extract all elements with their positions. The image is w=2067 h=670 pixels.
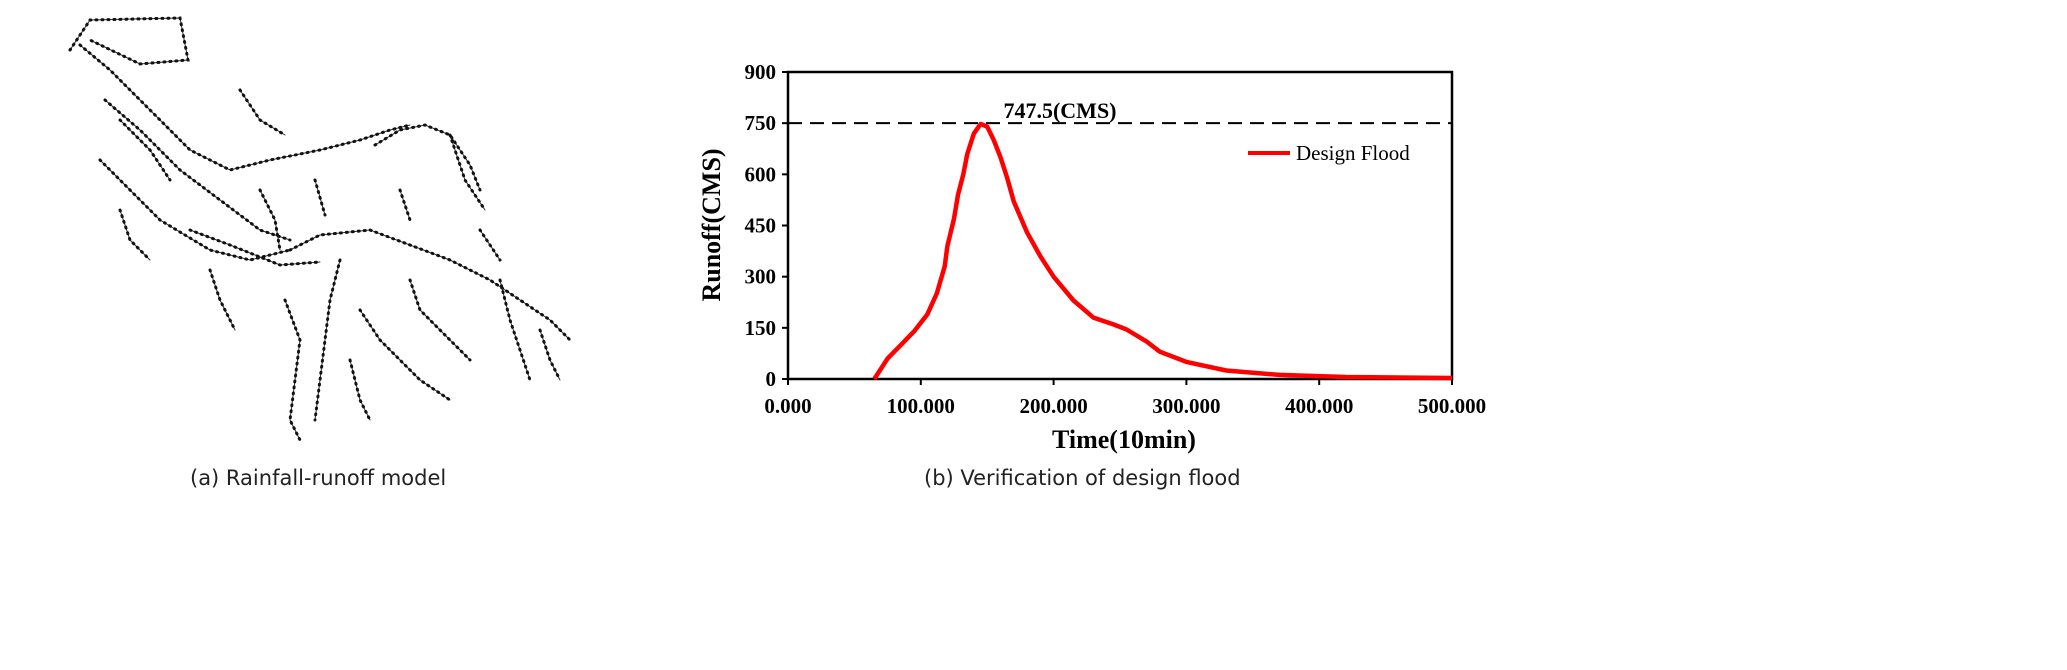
network-nodes [68,16,190,66]
network-nodes [288,228,572,342]
x-tick-label: 300.000 [1152,394,1220,418]
rainfall-runoff-network-diagram [68,16,572,442]
network-nodes [408,278,472,362]
network-link [189,229,321,266]
peak-annotation: 747.5(CMS) [1003,98,1116,123]
x-tick-label: 200.000 [1019,394,1087,418]
network-nodes [498,278,532,382]
series-line-design-flood [872,121,1453,381]
network-link [119,209,151,261]
network-nodes [98,158,292,262]
caption-a: (a) Rainfall-runoff model [190,466,447,490]
network-nodes [118,208,152,262]
network-nodes [188,228,322,267]
network-link [289,229,571,341]
network-link [99,159,291,261]
x-tick-label: 400.000 [1285,394,1353,418]
design-flood-chart: 0 150 300 450 600 750 900 0.000 100.000 200.000 30… [697,60,1486,454]
caption-b: (b) Verification of design flood [924,466,1241,490]
x-tick-label: 100.000 [887,394,955,418]
plot-frame [786,70,1454,381]
network-nodes [538,328,562,382]
y-axis-label: Runoff(CMS) [697,148,726,301]
network-nodes [118,118,172,182]
x-tick-label: 500.000 [1418,394,1486,418]
network-nodes [373,123,482,192]
network-nodes [348,358,372,422]
y-tick-label: 0 [766,367,777,391]
network-link [79,44,411,171]
network-link [409,279,471,361]
network-nodes [448,133,487,212]
network-nodes [78,43,412,172]
legend-label-design-flood: Design Flood [1296,141,1410,165]
network-link [314,259,341,421]
network-nodes [208,268,237,332]
y-tick-label: 150 [745,316,777,340]
network-nodes [258,188,282,252]
network-nodes [313,178,327,217]
y-tick-label: 300 [745,265,777,289]
network-link [359,309,451,401]
network-link [239,89,286,136]
y-tick-label: 600 [745,162,777,186]
network-nodes [238,88,287,137]
network-nodes [478,228,502,262]
network-nodes [283,298,302,442]
network-nodes [103,98,292,242]
network-nodes [398,188,412,222]
y-tick-label: 750 [745,111,777,135]
y-tick-label: 900 [745,60,777,84]
network-nodes [358,308,452,402]
y-tick-label: 450 [745,214,777,238]
x-axis-label: Time(10min) [1052,425,1196,454]
x-tick-label: 0.000 [764,394,811,418]
network-nodes [313,258,342,422]
